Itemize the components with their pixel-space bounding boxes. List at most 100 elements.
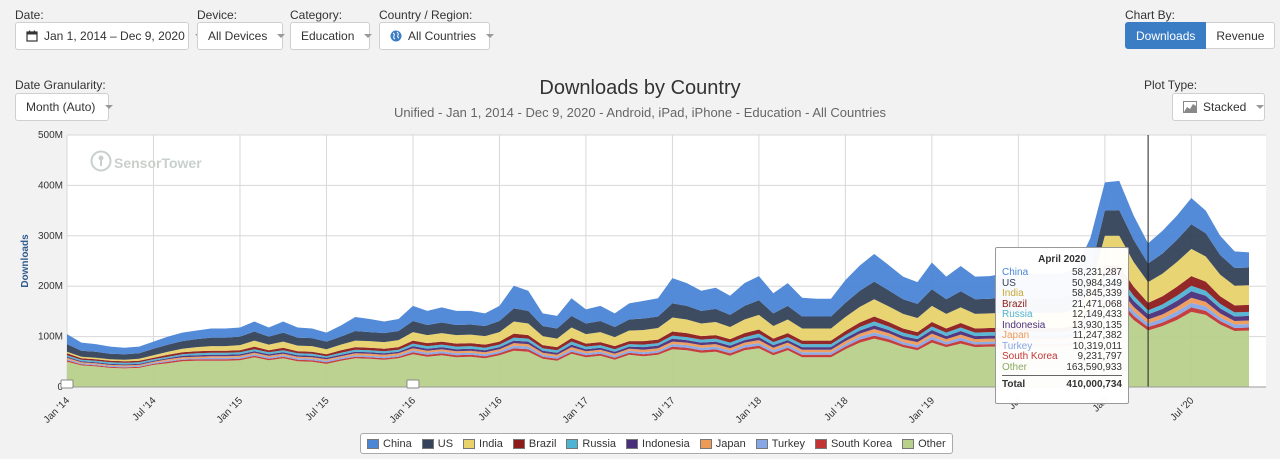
tooltip-row: South Korea 9,231,797 [1002,351,1123,363]
tooltip-series-value: 13,930,135 [1071,319,1122,331]
tooltip-series-value: 50,984,349 [1071,277,1122,289]
annotation-flag-icon [60,379,74,389]
legend-item[interactable]: Turkey [755,438,805,450]
chartby-label: Chart By: [1125,8,1176,22]
y-axis-label: Downloads [20,234,31,288]
revenue-button[interactable]: Revenue [1206,22,1276,49]
device-label: Device: [197,8,238,22]
legend-item[interactable]: India [463,438,503,450]
tooltip-series-name: China [1002,267,1029,278]
tooltip-row: Russia 12,149,433 [1002,309,1122,321]
y-tick-label: 200M [38,281,63,292]
chevron-down-icon [364,34,373,38]
legend-item[interactable]: Japan [699,438,746,450]
area-other [67,304,1249,387]
category-value: Education [301,29,355,43]
tooltip-total-value: 410,000,734 [1066,379,1122,390]
x-tick-label: Jul '18 [823,395,851,423]
tooltip-series-name: South Korea [1002,351,1058,362]
country-dropdown[interactable]: All Countries [379,22,495,50]
x-tick-label: Jul '20 [1168,395,1196,423]
country-label: Country / Region: [379,8,473,22]
tooltip-row: US 50,984,349 [1002,277,1122,290]
tooltip-series-value: 163,590,933 [1066,361,1122,373]
area-indonesia [67,282,1249,366]
legend-swatch [566,438,579,449]
category-dropdown[interactable]: Education [290,22,373,50]
legend-label: Brazil [528,437,557,450]
legend-swatch [814,438,827,449]
legend-label: China [383,437,412,450]
legend-item[interactable]: Brazil [512,437,557,450]
legend-item[interactable]: Indonesia [626,438,690,450]
x-tick-label: Jan '19 [907,395,938,426]
legend-item[interactable]: US [421,437,454,450]
area-chart-icon [1183,101,1197,113]
tooltip-series-name: Russia [1002,309,1033,320]
downloads-button[interactable]: Downloads [1125,22,1207,49]
chart-subtitle: Unified - Jan 1, 2014 - Dec 9, 2020 - An… [393,105,887,120]
plottype-value: Stacked [1203,100,1247,114]
tooltip-series-value: 11,247,382 [1072,330,1122,341]
chartby-toggle[interactable]: Downloads Revenue [1125,22,1276,49]
tooltip-series-name: Brazil [1002,298,1028,310]
tooltip-row: Other 163,590,933 [1002,361,1122,374]
granularity-dropdown[interactable]: Month (Auto) [15,93,114,121]
legend-swatch [367,438,379,449]
legend-swatch [463,438,476,449]
chart-legend: China US India Brazil Russia Indonesia Japan Tu… [360,433,953,454]
category-label: Category: [290,8,343,22]
legend-label: India [479,437,503,450]
tooltip-series-name: US [1002,277,1016,289]
legend-item[interactable]: Russia [566,438,616,450]
granularity-label: Date Granularity: [15,78,106,92]
y-tick-label: 300M [38,231,63,242]
legend-label: Russia [582,437,617,450]
plottype-label: Plot Type: [1144,78,1198,92]
tooltip-series-value: 58,845,339 [1071,288,1122,299]
date-range-dropdown[interactable]: Jan 1, 2014 – Dec 9, 2020 [15,22,203,50]
date-range-value: Jan 1, 2014 – Dec 9, 2020 [44,29,185,43]
device-dropdown[interactable]: All Devices [197,22,286,50]
legend-swatch [512,438,525,449]
legend-swatch [902,438,915,449]
legend-label: South Korea [830,437,893,450]
legend-swatch [626,438,639,449]
watermark-text: SensorTower [114,154,202,171]
tooltip-series-name: Turkey [1002,340,1033,352]
tooltip-total-row: Total 410,000,734 [1002,375,1122,390]
tooltip-series-name: India [1002,288,1024,299]
x-tick-label: Jan '16 [388,395,419,426]
legend-item[interactable]: Other [902,438,946,450]
calendar-icon [26,30,38,42]
tooltip-series-value: 58,231,287 [1071,267,1122,278]
tooltip-row: Japan 11,247,382 [1002,330,1122,342]
device-value: All Devices [208,29,268,43]
legend-item[interactable]: China [367,438,412,450]
area-south-korea [67,299,1249,369]
tooltip-series-value: 12,149,433 [1071,309,1122,320]
legend-label: Indonesia [642,437,690,450]
x-tick-label: Jan '17 [561,395,592,426]
tooltip-series-value: 10,319,011 [1072,340,1122,352]
chevron-down-icon [277,34,286,38]
legend-item[interactable]: South Korea [814,437,893,450]
legend-swatch [755,438,768,449]
sensortower-watermark: SensorTower [90,150,202,175]
tooltip-title: April 2020 [1038,254,1086,265]
tooltip-series-value: 9,231,797 [1077,351,1123,362]
x-tick-label: Jul '17 [650,395,678,423]
area-japan [67,289,1249,367]
granularity-value: Month (Auto) [26,100,96,114]
y-tick-label: 400M [38,180,63,191]
tooltip-series-name: Indonesia [1002,319,1046,331]
y-tick-label: 0 [57,382,63,393]
x-tick-label: Jan '15 [215,395,246,426]
plottype-dropdown[interactable]: Stacked [1172,93,1265,121]
legend-label: US [437,437,454,450]
y-tick-label: 500M [38,130,63,141]
legend-swatch [699,438,712,449]
globe-icon [390,30,402,42]
tooltip-series-name: Japan [1002,330,1030,341]
x-tick-label: Jul '15 [304,395,332,423]
